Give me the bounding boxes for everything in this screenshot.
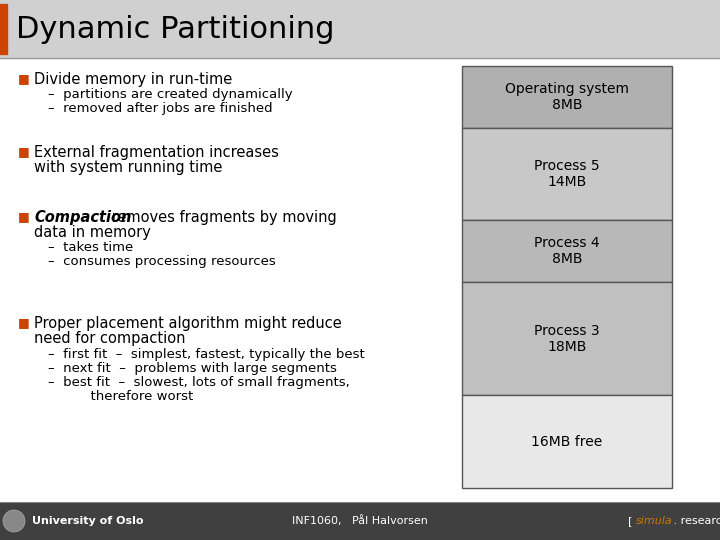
Text: therefore worst: therefore worst (48, 390, 193, 403)
Text: ■: ■ (18, 72, 30, 85)
Text: –  first fit  –  simplest, fastest, typically the best: – first fit – simplest, fastest, typical… (48, 348, 365, 361)
Bar (462, 66, 672, 128)
Circle shape (3, 510, 25, 532)
Text: –  removed after jobs are finished: – removed after jobs are finished (48, 102, 273, 115)
Text: Process 3
18MB: Process 3 18MB (534, 323, 600, 354)
Text: data in memory: data in memory (34, 225, 151, 240)
Text: Compaction: Compaction (34, 210, 131, 225)
Bar (0, 502, 720, 540)
Text: . research laboratory ]: . research laboratory ] (670, 516, 720, 526)
Text: –  best fit  –  slowest, lots of small fragments,: – best fit – slowest, lots of small frag… (48, 376, 350, 389)
Text: ■: ■ (18, 210, 30, 223)
Text: INF1060,   Pål Halvorsen: INF1060, Pål Halvorsen (292, 516, 428, 526)
Text: removes fragments by moving: removes fragments by moving (107, 210, 337, 225)
Text: Process 4
8MB: Process 4 8MB (534, 236, 600, 266)
Text: need for compaction: need for compaction (34, 331, 186, 346)
Bar (0, 4, 7, 54)
Text: with system running time: with system running time (34, 160, 222, 175)
Text: ■: ■ (18, 316, 30, 329)
Text: –  partitions are created dynamically: – partitions are created dynamically (48, 88, 292, 101)
Bar (462, 395, 672, 488)
Text: Process 5
14MB: Process 5 14MB (534, 159, 600, 189)
Text: Proper placement algorithm might reduce: Proper placement algorithm might reduce (34, 316, 342, 331)
Text: –  takes time: – takes time (48, 241, 133, 254)
Text: University of Oslo: University of Oslo (32, 516, 143, 526)
Text: 16MB free: 16MB free (531, 435, 603, 449)
Text: Divide memory in run-time: Divide memory in run-time (34, 72, 233, 87)
Text: simula: simula (636, 516, 672, 526)
Text: [: [ (628, 516, 636, 526)
Text: Operating system
8MB: Operating system 8MB (505, 82, 629, 112)
Bar (462, 282, 672, 395)
Bar (462, 128, 672, 220)
Text: –  next fit  –  problems with large segments: – next fit – problems with large segment… (48, 362, 337, 375)
Text: Dynamic Partitioning: Dynamic Partitioning (16, 16, 335, 44)
Text: ■: ■ (18, 145, 30, 158)
Bar (462, 220, 672, 282)
Bar (0, 0, 720, 58)
Text: External fragmentation increases: External fragmentation increases (34, 145, 279, 160)
Text: –  consumes processing resources: – consumes processing resources (48, 255, 276, 268)
